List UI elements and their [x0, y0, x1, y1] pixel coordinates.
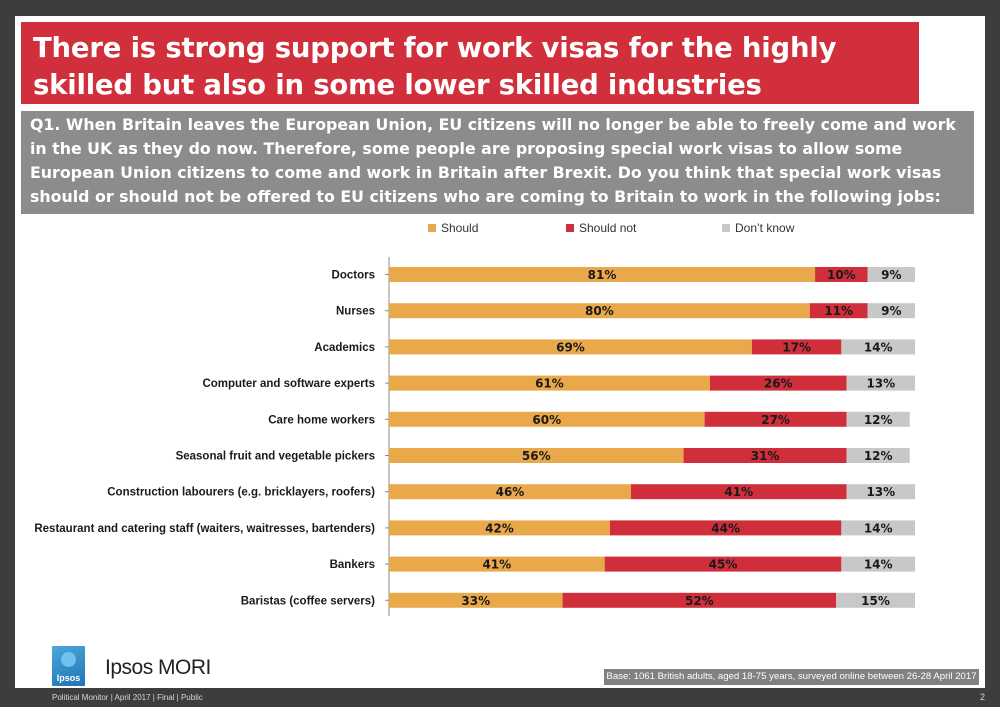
- brand-name: Ipsos MORI: [105, 656, 211, 679]
- legend-item-should-not: Should not: [566, 221, 636, 235]
- bar-segment-dont-know: [841, 556, 915, 572]
- data-label-dont-know: 15%: [861, 594, 890, 608]
- bar-segment-dont-know: [867, 267, 915, 282]
- page-number: 2: [979, 692, 985, 702]
- category-label: Academics: [314, 342, 375, 354]
- stacked-bar-chart: Doctors 81% 10% 9% Nurses 80% 11% 9% Academics 69…: [34, 257, 915, 616]
- data-label-should-not: 41%: [724, 485, 753, 499]
- bar-segment-dont-know: [846, 411, 910, 427]
- category-label: Computer and software experts: [202, 378, 375, 390]
- bar-segment-should: [389, 339, 752, 355]
- category-label: Baristas (coffee servers): [241, 595, 375, 607]
- bar-segment-should: [389, 556, 605, 572]
- data-label-should-not: 26%: [764, 377, 793, 391]
- bar-segment-dont-know: [846, 448, 910, 463]
- data-label-dont-know: 12%: [864, 449, 893, 463]
- bar-segment-should-not: [815, 267, 868, 282]
- data-label-should-not: 45%: [709, 558, 738, 572]
- legend-swatch-dont-know: [722, 224, 730, 232]
- slide-title: There is strong support for work visas f…: [21, 22, 919, 104]
- data-label-should-not: 10%: [827, 268, 856, 282]
- data-label-should-not: 44%: [711, 521, 740, 535]
- slide: There is strong support for work visas f…: [15, 16, 985, 688]
- bar-segment-should-not: [609, 520, 842, 536]
- data-label-should-not: 31%: [751, 449, 780, 463]
- bar-segment-should: [389, 303, 810, 319]
- data-label-dont-know: 12%: [864, 413, 893, 427]
- category-label: Nurses: [336, 306, 375, 318]
- legend-label-should: Should: [441, 221, 479, 235]
- footer-text: Political Monitor | April 2017 | Final |…: [52, 693, 203, 702]
- data-label-should: 60%: [532, 413, 561, 427]
- legend-item-should: Should: [428, 221, 478, 235]
- logo-badge-text: Ipsos: [56, 673, 81, 683]
- data-label-should-not: 11%: [824, 304, 853, 318]
- bar-segment-dont-know: [841, 520, 915, 536]
- legend-label-should-not: Should not: [579, 221, 637, 235]
- bar-segment-should: [389, 484, 631, 500]
- data-label-dont-know: 9%: [881, 304, 901, 318]
- logo-circle-icon: [61, 652, 76, 667]
- bar-segment-should-not: [709, 375, 847, 391]
- bar-segment-should-not: [704, 411, 847, 427]
- bar-segment-should-not: [604, 556, 842, 572]
- bar-segment-should: [389, 411, 705, 427]
- data-label-dont-know: 14%: [864, 558, 893, 572]
- bar-segment-should: [389, 520, 610, 536]
- category-label: Restaurant and catering staff (waiters, …: [34, 523, 375, 535]
- bar-segment-should: [389, 448, 684, 463]
- legend-swatch-should: [428, 224, 436, 232]
- bar-segment-should: [389, 267, 816, 282]
- data-label-dont-know: 14%: [864, 340, 893, 354]
- category-label: Care home workers: [268, 414, 375, 426]
- base-note: Base: 1061 British adults, aged 18-75 ye…: [604, 669, 979, 685]
- data-label-should: 80%: [585, 304, 614, 318]
- data-label-dont-know: 13%: [866, 485, 895, 499]
- data-label-should-not: 52%: [685, 594, 714, 608]
- bar-segment-should: [389, 375, 710, 391]
- bar-segment-should-not: [683, 448, 847, 463]
- category-label: Seasonal fruit and vegetable pickers: [176, 451, 375, 463]
- bar-segment-should-not: [751, 339, 842, 355]
- bar-segment-should: [389, 592, 563, 608]
- data-label-should: 61%: [535, 377, 564, 391]
- bar-segment-should-not: [562, 592, 837, 608]
- legend-item-dont-know: Don’t know: [722, 221, 794, 235]
- data-label-should: 69%: [556, 340, 585, 354]
- question-text: Q1. When Britain leaves the European Uni…: [21, 111, 974, 214]
- data-label-should-not: 17%: [782, 340, 811, 354]
- category-label: Bankers: [330, 559, 375, 571]
- data-label-should: 81%: [588, 268, 617, 282]
- bar-segment-dont-know: [867, 303, 915, 319]
- legend-label-dont-know: Don’t know: [735, 221, 795, 235]
- data-label-should: 33%: [461, 594, 490, 608]
- category-label: Construction labourers (e.g. bricklayers…: [107, 487, 375, 499]
- data-label-dont-know: 9%: [881, 268, 901, 282]
- legend-swatch-should-not: [566, 224, 574, 232]
- data-label-should: 41%: [482, 558, 511, 572]
- bar-segment-should-not: [630, 484, 847, 500]
- bar-segment-dont-know: [836, 592, 915, 608]
- data-label-should: 46%: [496, 485, 525, 499]
- data-label-dont-know: 13%: [866, 377, 895, 391]
- ipsos-logo: Ipsos: [52, 646, 85, 686]
- data-label-should-not: 27%: [761, 413, 790, 427]
- data-label-should: 56%: [522, 449, 551, 463]
- bar-segment-dont-know: [846, 375, 915, 391]
- category-label: Doctors: [332, 270, 375, 282]
- data-label-should: 42%: [485, 521, 514, 535]
- bar-segment-dont-know: [846, 484, 915, 500]
- data-label-dont-know: 14%: [864, 521, 893, 535]
- bar-segment-should-not: [809, 303, 868, 319]
- bar-segment-dont-know: [841, 339, 915, 355]
